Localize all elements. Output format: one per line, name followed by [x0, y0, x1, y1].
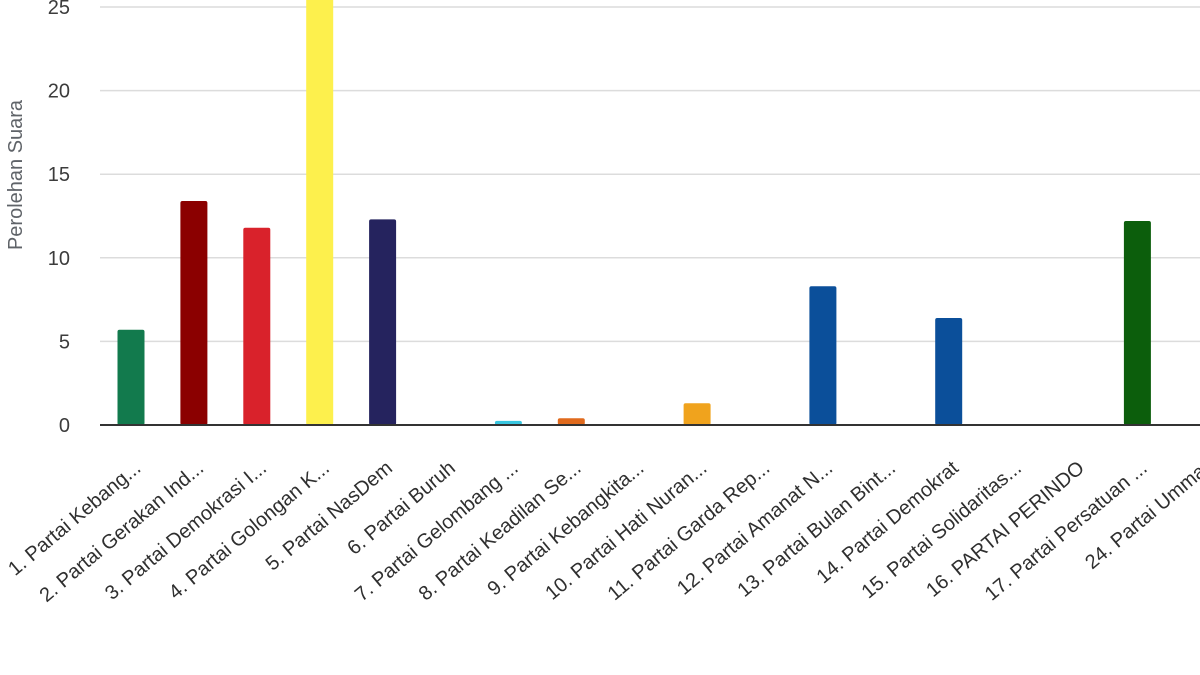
y-tick-label: 0: [59, 415, 70, 437]
y-tick-label: 5: [59, 331, 70, 353]
y-axis-label: Perolehan Suara: [5, 99, 27, 250]
y-axis-ticks: 0 5 10 15 20 25: [48, 0, 70, 437]
bar: [243, 227, 271, 425]
bar: [180, 200, 208, 425]
bar: [117, 329, 145, 425]
bar: [809, 286, 837, 425]
y-tick-label: 10: [48, 248, 70, 270]
gridlines: [100, 6, 1200, 343]
bar: [306, 0, 334, 425]
y-tick-label: 25: [48, 0, 70, 19]
y-tick-label: 20: [48, 81, 70, 103]
bars: [117, 0, 1151, 425]
bar: [369, 219, 397, 425]
x-axis-category-labels: 1. Partai Kebang...2. Partai Gerakan Ind…: [4, 457, 1200, 607]
bar: [683, 403, 711, 425]
bar: [1123, 221, 1151, 425]
x-category-label: 6. Partai Buruh: [343, 457, 459, 560]
bar: [494, 420, 522, 425]
y-tick-label: 15: [48, 164, 70, 186]
bar: [557, 418, 585, 425]
bar: [935, 317, 963, 425]
